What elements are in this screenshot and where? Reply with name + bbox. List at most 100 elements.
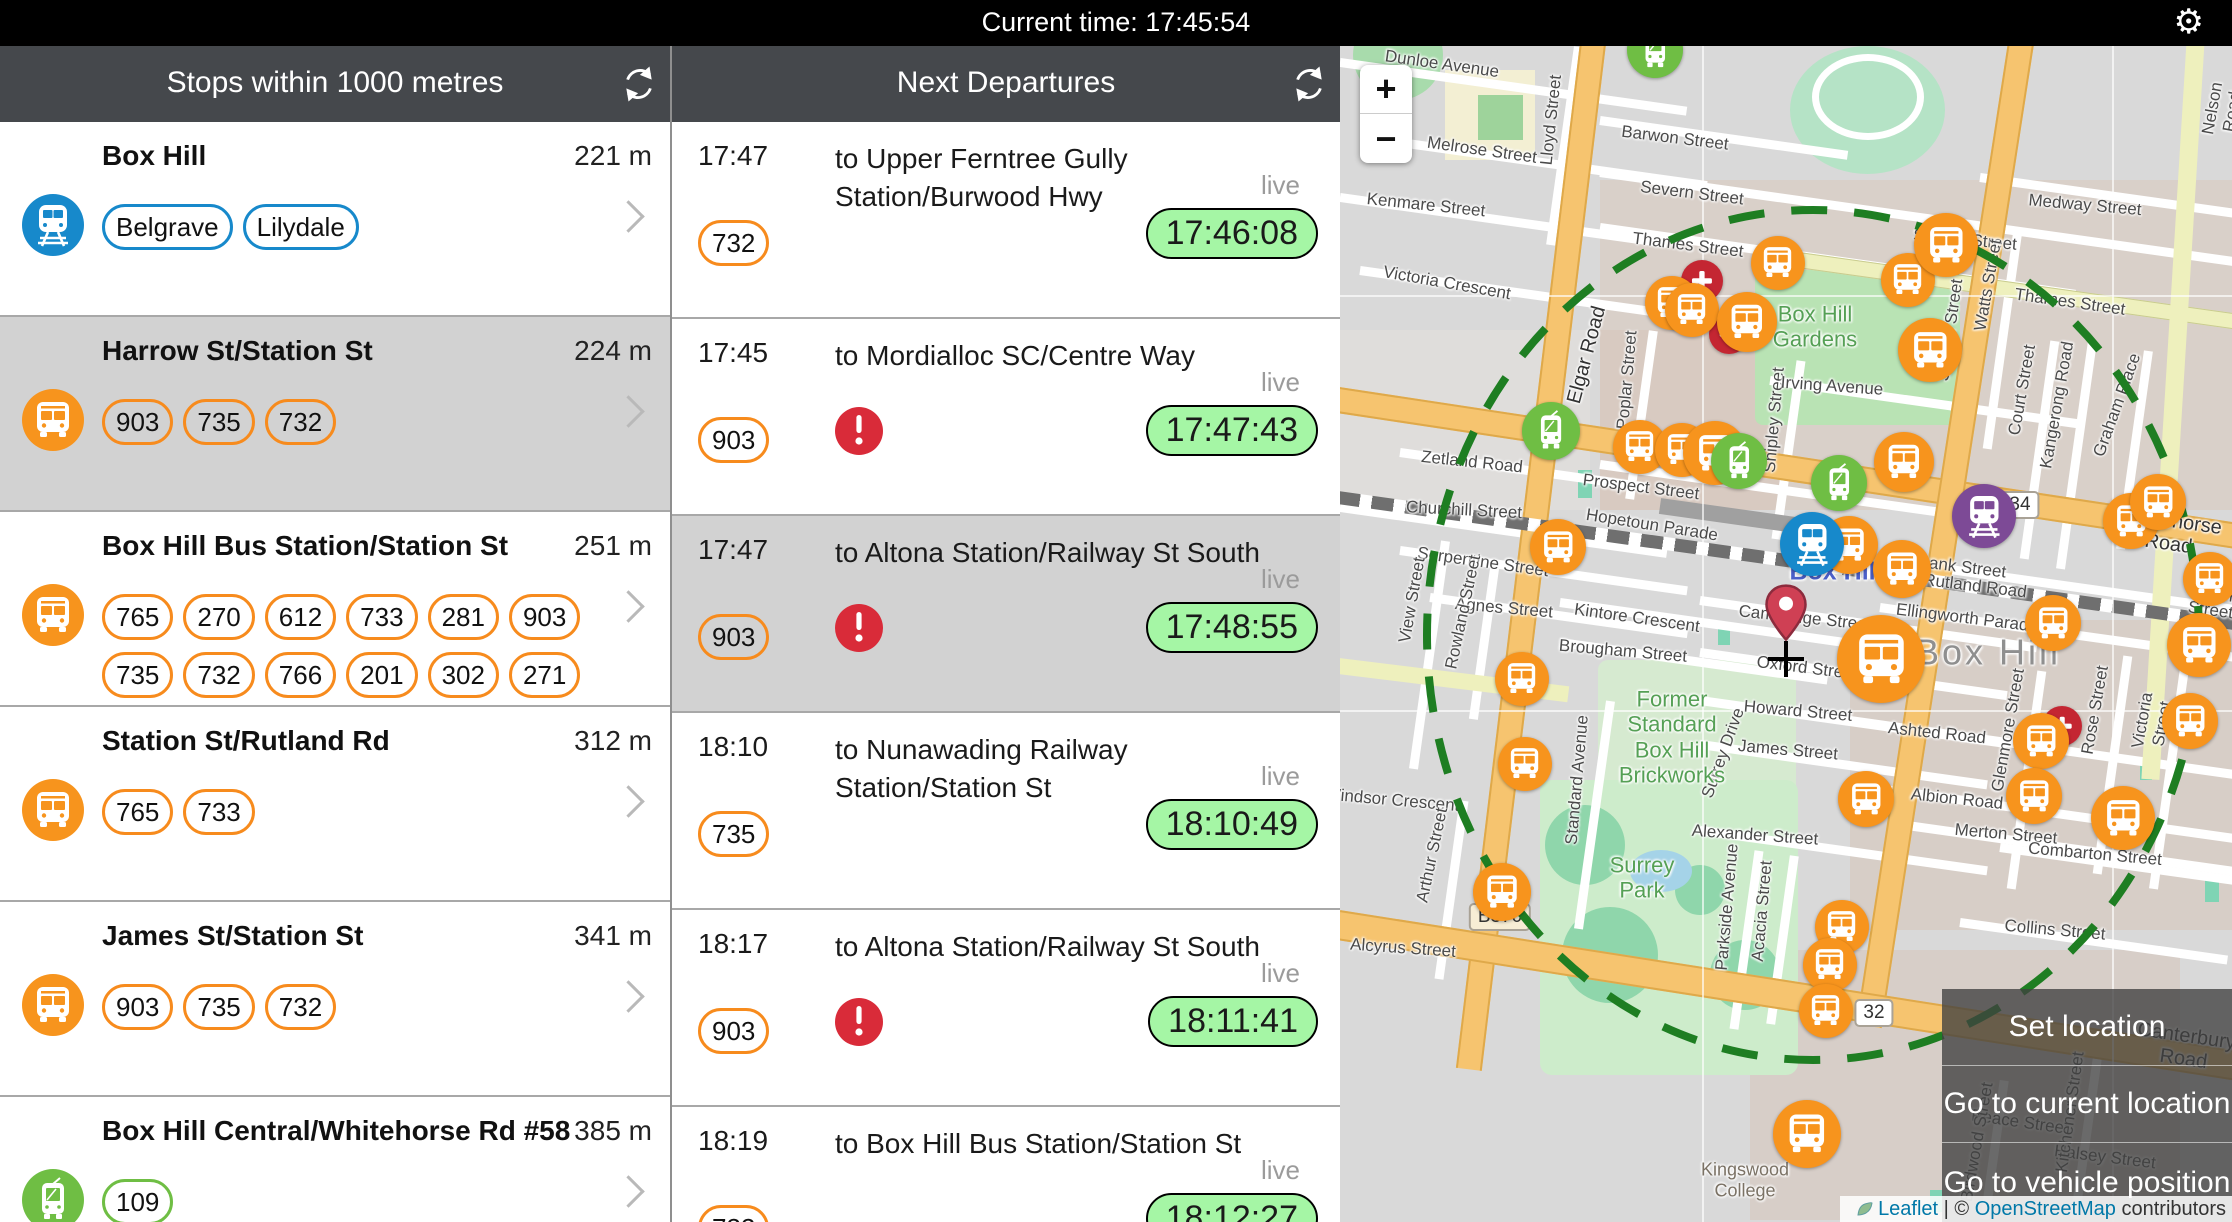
bus-stop-marker[interactable] [1773,1100,1841,1168]
bus-stop-marker[interactable] [1665,283,1719,337]
bus-stop-marker[interactable] [2167,613,2231,677]
departure-list-item[interactable]: 17:47 to Upper Ferntree Gully Station/Bur… [672,122,1340,319]
stop-list-item[interactable]: Station St/Rutland Rd 312 m 765 733 [0,707,670,902]
chevron-right-icon [612,199,645,233]
bus-stop-marker[interactable] [2013,713,2069,769]
live-label: live [1260,1155,1300,1185]
route-pill: 765 [102,789,174,835]
bus-stop-marker[interactable] [1530,519,1586,575]
bus-stop-marker[interactable] [1751,236,1805,290]
departure-time: 17:47 [698,140,769,171]
stop-list-item[interactable]: James St/Station St 341 m 903 735 732 [0,902,670,1097]
bus-stop-marker[interactable] [1837,615,1925,703]
bus-stop-marker[interactable] [2091,786,2155,850]
departure-destination: to Altona Station/Railway St South [835,537,1260,568]
tram-stop-marker[interactable] [1711,433,1767,489]
departures-refresh-icon[interactable] [1288,63,1330,105]
chevron-right-icon [612,1174,645,1208]
route-pill: 612 [264,594,337,640]
bus-stop-marker[interactable] [1717,292,1777,352]
stop-distance: 312 m [574,725,652,756]
zoom-out-button[interactable]: − [1375,117,1397,159]
stop-distance: 385 m [574,1115,652,1146]
bus-stop-marker[interactable] [1799,984,1853,1038]
bus-stop-marker[interactable] [1473,863,1531,921]
stops-panel-header: Stops within 1000 metres [0,46,670,122]
chevron-right-icon [612,589,645,623]
stop-list-item[interactable]: Harrow St/Station St 224 m 903 735 732 [0,317,670,512]
route-pills: 903 735 732 [102,399,602,445]
stop-name: Box Hill Bus Station/Station St [102,530,509,561]
bus-stop-marker[interactable] [2130,474,2186,530]
stop-list-item[interactable]: Box Hill Central/Whitehorse Rd #58 385 m 1… [0,1097,670,1222]
stops-panel: Stops within 1000 metres Box Hill 221 m Be… [0,46,672,1222]
tram-stop-marker[interactable] [1522,402,1580,460]
departure-list-item[interactable]: 17:45 to Mordialloc SC/Centre Way live 17:4… [672,319,1340,516]
live-time-badge: 17:47:43 [1145,405,1318,456]
location-pin-icon[interactable] [1762,584,1810,644]
bus-stop-marker[interactable] [1495,652,1549,706]
bus-stop-marker[interactable] [1873,540,1931,598]
departure-destination: to Mordialloc SC/Centre Way [835,340,1195,371]
current-time-label: Current time: 17:45:54 [981,7,1251,37]
stop-list-item[interactable]: Box Hill 221 m Belgrave Lilydale [0,122,670,317]
departure-list-item[interactable]: 17:47 to Altona Station/Railway St South l… [672,516,1340,713]
bus-stop-marker[interactable] [1874,432,1934,492]
top-bar: Current time: 17:45:54 ⚙ [0,0,2232,46]
bus-stop-marker[interactable] [1838,771,1894,827]
bus-stop-marker[interactable] [1914,213,1978,277]
bus-stop-marker[interactable] [2162,693,2218,749]
alert-icon [835,604,883,652]
route-pill: 271 [508,652,581,698]
route-pills: 903 735 732 [102,984,602,1030]
tram-stop-marker[interactable] [1811,455,1867,511]
settings-gear-icon[interactable]: ⚙ [2173,2,2204,42]
park-label: Box Hill Gardens [1772,301,1858,352]
route-pills: 765 733 [102,789,602,835]
route-pill: 733 [183,789,255,835]
bus-mode-icon [22,779,84,841]
street-label: Victoria Crescent [1381,262,1513,304]
route-pill: 903 [698,614,770,660]
departures-panel-header: Next Departures [672,46,1340,122]
bus-stop-marker[interactable] [2183,552,2232,606]
street-label: Nelson Road [2198,80,2232,136]
route-pill: 302 [427,652,499,698]
openstreetmap-link[interactable]: OpenStreetMap [1974,1197,2116,1220]
train-mode-icon [22,194,84,256]
route-pill: 765 [102,594,174,640]
route-pill: 903 [102,399,174,445]
stop-distance: 251 m [574,530,652,561]
set-location-button[interactable]: Set location [1942,989,2232,1066]
leaflet-link[interactable]: Leaflet [1878,1197,1939,1220]
departure-list-item[interactable]: 18:10 to Nunawading Railway Station/Stati… [672,713,1340,910]
bus-stop-marker[interactable] [1898,318,1962,382]
park-label: Former Standard Box Hill Brickworks [1618,686,1726,788]
train-station-marker[interactable] [1780,512,1844,576]
alert-icon [835,407,883,455]
live-label: live [1260,367,1300,397]
tram-mode-icon [22,1169,84,1222]
chevron-right-icon [612,784,645,818]
train-station-marker-purple[interactable] [1952,484,2016,548]
tram-stop-marker[interactable] [1627,46,1683,78]
map-attribution: Leaflet | © OpenStreetMap contributors [1840,1196,2232,1222]
departure-list-item[interactable]: 18:19 to Box Hill Bus Station/Station St l… [672,1107,1340,1222]
route-shield: 32 [1854,999,1894,1027]
bus-mode-icon [22,584,84,646]
departure-list-item[interactable]: 18:17 to Altona Station/Railway St South l… [672,910,1340,1107]
street-label: Kenmare Street [1365,189,1487,221]
bus-mode-icon [22,974,84,1036]
stop-distance: 221 m [574,140,652,171]
stops-refresh-icon[interactable] [618,63,660,105]
stop-list-item[interactable]: Box Hill Bus Station/Station St 251 m 765 2… [0,512,670,707]
live-time-badge: 18:12:27 [1145,1193,1318,1222]
departure-time: 17:45 [698,337,769,368]
go-to-current-location-button[interactable]: Go to current location [1942,1066,2232,1143]
bus-stop-marker[interactable] [2006,768,2062,824]
map[interactable]: Dunloe Avenue Melrose Street Lloyd Street K… [1340,46,2232,1222]
bus-stop-marker[interactable] [2025,595,2081,651]
bus-stop-marker[interactable] [1498,737,1552,791]
map-zoom-control: + − [1360,65,1412,163]
zoom-in-button[interactable]: + [1360,65,1412,114]
